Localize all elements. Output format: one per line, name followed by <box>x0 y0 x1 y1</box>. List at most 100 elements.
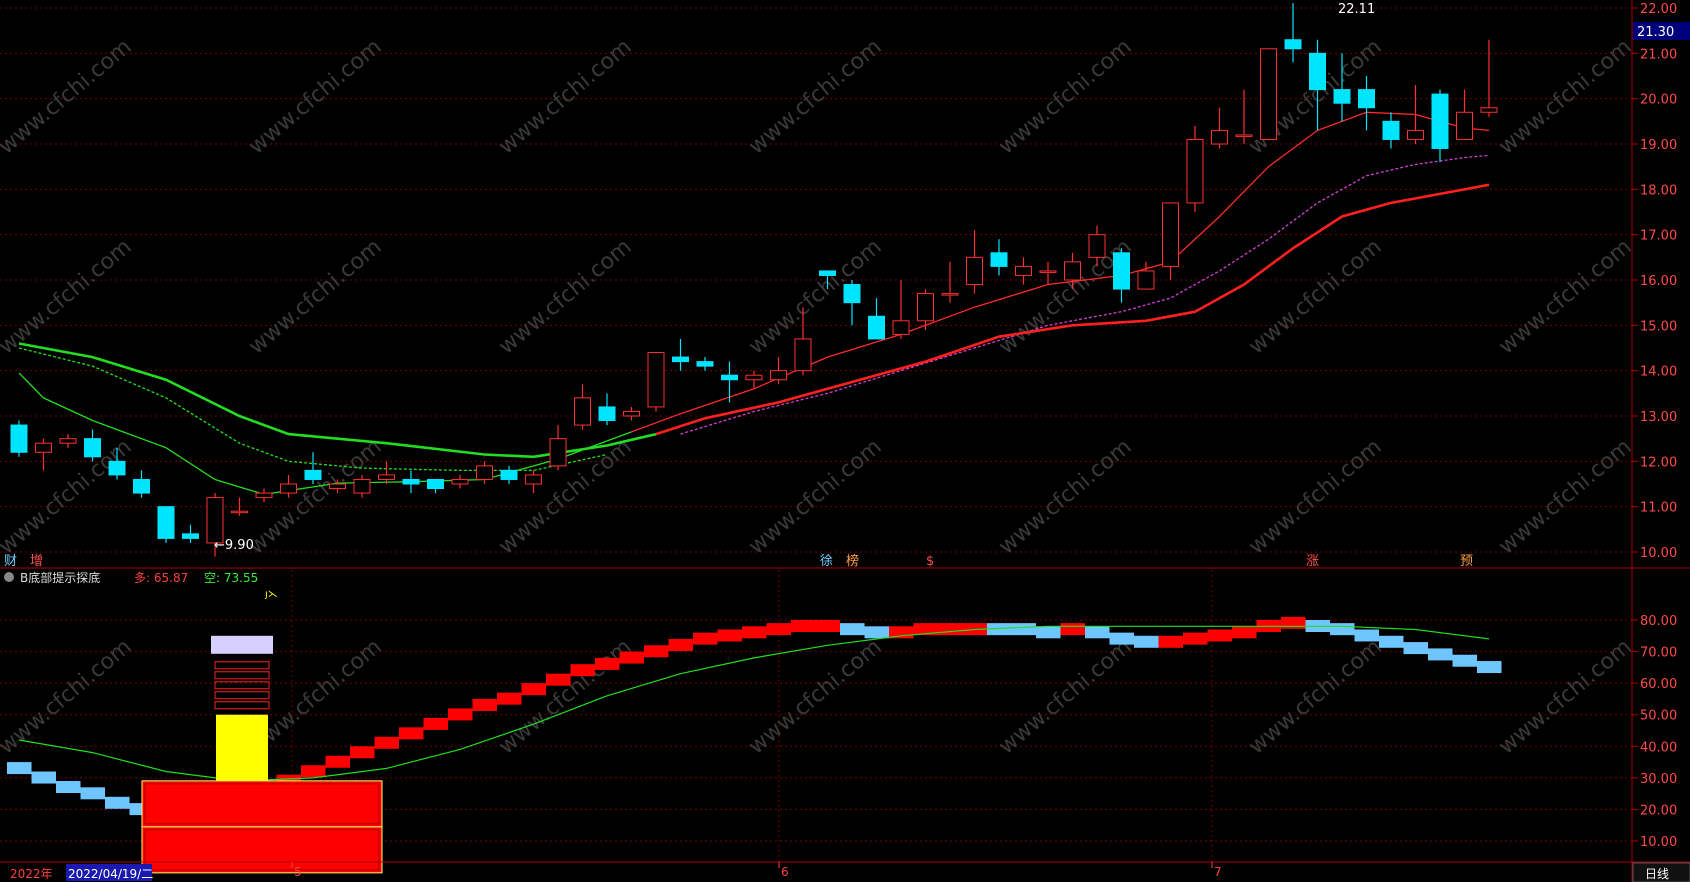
candle-body-47 <box>1162 202 1179 267</box>
indicator-step-60 <box>1477 661 1502 674</box>
indicator-name: B底部提示探底 <box>20 570 100 585</box>
candle-body-16 <box>402 478 420 485</box>
indicator-step-40 <box>987 623 1012 636</box>
candle-body-55 <box>1358 89 1375 109</box>
indicator-step-0 <box>7 762 32 775</box>
indicator-step-23 <box>570 664 595 677</box>
watermark-text-27: www.cfchi.com <box>1494 634 1636 759</box>
timeframe-button[interactable] <box>1632 862 1690 882</box>
candle-body-34 <box>843 284 861 304</box>
candle-body-25 <box>623 410 640 417</box>
bottom-signal-block-upper-inner <box>144 783 380 825</box>
indicator-tick-label-0: 80.00 <box>1640 614 1677 629</box>
bottom-signal-stack-0 <box>214 661 270 670</box>
candle-body-18 <box>451 478 469 485</box>
candle-body-51 <box>1260 48 1277 140</box>
indicator-step-12 <box>301 765 326 778</box>
price-axis: 22.00 21.00 20.00 19.00 18.00 17.00 16.00 15.00… <box>1632 2 1677 850</box>
candle-body-40 <box>990 252 1008 267</box>
candle-body-2 <box>59 438 77 444</box>
indicator-step-45 <box>1109 632 1134 645</box>
candle-body-53 <box>1309 52 1326 91</box>
cursor-date-badge <box>66 864 152 881</box>
candle-body-28 <box>696 361 714 367</box>
candle-body-11 <box>280 483 297 494</box>
candle-body-9 <box>231 510 248 514</box>
indicator-step-19 <box>472 698 497 711</box>
price-tick-label-3: 19.00 <box>1640 138 1677 153</box>
last-price-label: 21.30 <box>1637 25 1674 40</box>
candle-body-3 <box>84 438 101 458</box>
candle-body-24 <box>598 406 616 422</box>
indicator-step-15 <box>374 736 399 749</box>
timeframe-label: 日线 <box>1645 867 1669 881</box>
price-tick-label-2: 20.00 <box>1640 93 1677 108</box>
indicator-step-3 <box>80 787 105 800</box>
price-tick-label-7: 15.00 <box>1640 319 1677 334</box>
candle-body-26 <box>647 352 665 408</box>
tag-rank[interactable]: 榜 <box>846 553 859 569</box>
indicator-collapse-icon[interactable] <box>4 572 14 582</box>
watermark-text-26: www.cfchi.com <box>1244 634 1386 759</box>
candle-body-56 <box>1382 120 1400 140</box>
tag-increase[interactable]: 增 <box>30 554 43 569</box>
candle-body-20 <box>500 469 518 480</box>
candle-body-38 <box>941 293 959 296</box>
watermark-text-17: www.cfchi.com <box>744 434 886 559</box>
tag-rise[interactable]: 涨 <box>1306 554 1319 569</box>
indicator-short-value: 空: 73.55 <box>204 571 258 585</box>
candle-body-57 <box>1407 129 1424 140</box>
candlestick-series[interactable] <box>10 3 1498 557</box>
indicator-step-32 <box>791 620 816 632</box>
price-tick-label-4: 18.00 <box>1640 183 1677 198</box>
indicator-tick-label-1: 70.00 <box>1640 646 1677 661</box>
candle-body-6 <box>157 506 175 539</box>
tag-finance[interactable]: 财 <box>4 554 17 569</box>
tag-dollar[interactable]: $ <box>926 554 934 569</box>
candle-body-48 <box>1186 138 1204 204</box>
candle-body-49 <box>1211 129 1228 145</box>
indicator-step-44 <box>1085 626 1110 639</box>
indicator-step-34 <box>840 623 865 636</box>
indicator-step-2 <box>56 781 81 794</box>
bottom-signal-yellow-bar <box>216 714 268 786</box>
indicator-step-41 <box>1011 623 1036 636</box>
watermark-text-13: www.cfchi.com <box>1494 234 1636 359</box>
candle-body-14 <box>353 478 371 494</box>
indicator-step-13 <box>325 755 350 768</box>
cursor-date: 2022/04/19/二 <box>68 867 153 881</box>
ma-long-line-late <box>655 183 1490 436</box>
indicator-step-35 <box>864 626 889 639</box>
watermark-text-25: www.cfchi.com <box>994 634 1136 759</box>
bottom-signal-stack-1 <box>214 671 270 680</box>
candle-body-10 <box>255 492 273 499</box>
ma-long-line-early <box>18 342 657 459</box>
indicator-step-25 <box>619 651 644 664</box>
candle-body-50 <box>1235 134 1253 137</box>
candle-body-7 <box>182 533 199 539</box>
candle-body-21 <box>525 474 542 485</box>
watermark-text-7: www.cfchi.com <box>0 234 137 359</box>
candle-body-29 <box>721 374 738 381</box>
indicator-step-47 <box>1158 635 1183 648</box>
candle-body-15 <box>378 474 395 480</box>
indicator-step-58 <box>1428 648 1453 661</box>
price-tick-label-9: 13.00 <box>1640 410 1677 425</box>
last-price-badge <box>1633 22 1690 40</box>
candle-body-41 <box>1015 265 1032 276</box>
candle-body-33 <box>819 270 836 276</box>
indicator-step-52 <box>1281 616 1306 629</box>
candle-body-4 <box>108 460 126 476</box>
indicator-tick-label-2: 60.00 <box>1640 677 1677 692</box>
candle-body-13 <box>329 483 346 490</box>
watermark-text-19: www.cfchi.com <box>1244 434 1386 559</box>
tag-xu[interactable]: 徐 <box>820 554 833 569</box>
watermark-text-20: www.cfchi.com <box>1494 434 1636 559</box>
indicator-step-57 <box>1403 642 1428 655</box>
low-price-label: ←9.90 <box>214 538 254 553</box>
tag-forecast[interactable]: 预 <box>1460 554 1473 569</box>
indicator-step-54 <box>1330 623 1355 636</box>
candle-body-52 <box>1284 39 1302 50</box>
indicator-step-28 <box>693 632 718 645</box>
